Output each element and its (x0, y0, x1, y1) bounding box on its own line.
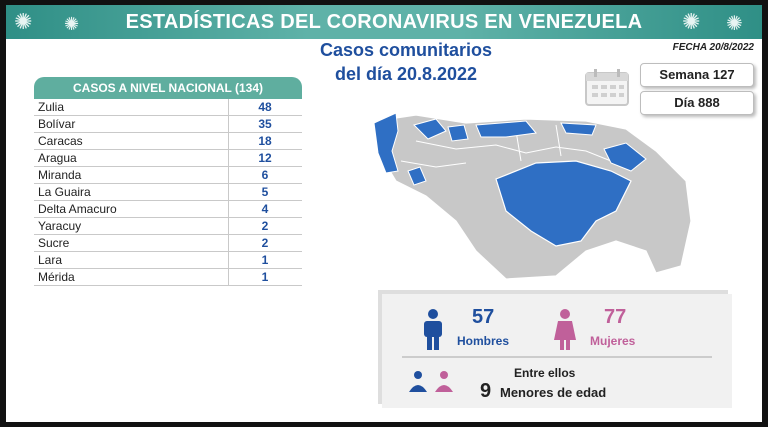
table-row: Caracas 18 (34, 133, 302, 150)
map-bolivar (495, 160, 632, 247)
table-row: Aragua 12 (34, 150, 302, 167)
between-them-label: Entre ellos (514, 366, 576, 380)
day-badge: Día 888 (640, 91, 754, 115)
demographics-panel: 57 Hombres 77 Mujeres Entre ellos 9 Meno… (382, 294, 732, 408)
state-cases: 4 (228, 201, 301, 217)
subtitle-line-2: del día 20.8.2022 (334, 64, 478, 84)
subtitle-line-1: Casos comunitarios (319, 40, 493, 60)
table-row: Miranda 6 (34, 167, 302, 184)
men-count: 57 (472, 306, 495, 328)
map-falcon-area (413, 118, 447, 140)
state-cases: 1 (228, 252, 301, 268)
week-badge: Semana 127 (640, 63, 754, 87)
state-cases: 48 (228, 99, 301, 115)
state-name: Aragua (38, 151, 77, 165)
map-yaracuy (447, 124, 469, 142)
state-name: Zulia (38, 100, 65, 114)
state-name: La Guaira (38, 185, 91, 199)
page-title: ESTADÍSTICAS DEL CORONAVIRUS EN VENEZUEL… (125, 11, 643, 33)
men-label: Hombres (457, 334, 510, 348)
state-cases: 2 (228, 235, 301, 251)
infographic: ✺ ✺ ESTADÍSTICAS DEL CORONAVIRUS EN VENE… (6, 5, 762, 422)
women-label: Mujeres (590, 334, 636, 348)
virus-icon: ✺ (726, 13, 743, 35)
table-row: Bolívar 35 (34, 116, 302, 133)
minors-label: Menores de edad (500, 385, 607, 400)
state-name: Lara (38, 253, 63, 267)
state-name: Sucre (38, 236, 70, 250)
national-cases-header: CASOS A NIVEL NACIONAL (134) (34, 77, 302, 99)
state-name: Delta Amacuro (38, 202, 117, 216)
state-name: Caracas (38, 134, 83, 148)
woman-icon (554, 309, 576, 350)
cases-table: Zulia 48 Bolívar 35 Caracas 18 Aragua 12 Mir… (34, 99, 302, 286)
state-name: Miranda (38, 168, 82, 182)
state-cases: 12 (228, 150, 301, 166)
state-name: Yaracuy (38, 219, 82, 233)
table-row: Lara 1 (34, 252, 302, 269)
map-sucre (560, 122, 597, 136)
calendar-icon (585, 69, 629, 106)
state-name: Mérida (38, 270, 75, 284)
virus-icon: ✺ (64, 14, 80, 34)
state-cases: 18 (228, 133, 301, 149)
table-row: Zulia 48 (34, 99, 302, 116)
map-zulia (373, 112, 399, 174)
table-row: Sucre 2 (34, 235, 302, 252)
virus-icon: ✺ (14, 9, 33, 34)
map-delta (603, 142, 647, 172)
header-banner: ✺ ✺ ESTADÍSTICAS DEL CORONAVIRUS EN VENE… (6, 5, 762, 39)
state-cases: 5 (228, 184, 301, 200)
map-caracas-miranda (475, 120, 537, 138)
state-cases: 6 (228, 167, 301, 183)
children-icon (409, 371, 453, 392)
date-label: FECHA 20/8/2022 (672, 42, 754, 53)
venezuela-map (373, 112, 692, 280)
state-name: Bolívar (38, 117, 76, 131)
table-row: Delta Amacuro 4 (34, 201, 302, 218)
divider (402, 356, 712, 358)
table-row: Yaracuy 2 (34, 218, 302, 235)
minors-count: 9 (480, 380, 492, 402)
table-row: La Guaira 5 (34, 184, 302, 201)
virus-icon: ✺ (682, 9, 701, 34)
man-icon (424, 309, 442, 350)
map-merida (407, 166, 427, 186)
state-cases: 2 (228, 218, 301, 234)
women-count: 77 (604, 306, 627, 328)
state-cases: 1 (228, 269, 301, 285)
state-cases: 35 (228, 116, 301, 132)
table-row: Mérida 1 (34, 269, 302, 286)
